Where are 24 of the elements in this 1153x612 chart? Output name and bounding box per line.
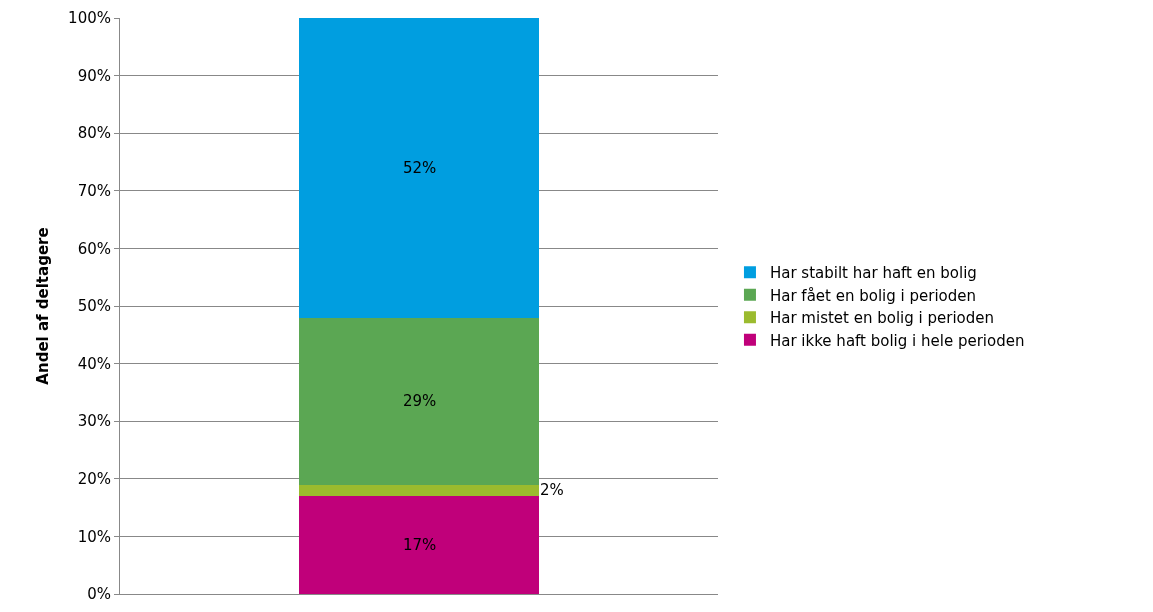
y-tick-label: 20% xyxy=(77,470,111,489)
y-axis-title: Andel af deltagere xyxy=(34,227,53,385)
y-tick-label: 80% xyxy=(77,124,111,143)
y-tick-label: 90% xyxy=(77,66,111,85)
data-label: 52% xyxy=(403,159,437,177)
y-tick-label: 40% xyxy=(77,354,111,373)
bar xyxy=(299,484,539,497)
bar xyxy=(299,18,539,318)
legend-label: Har mistet en bolig i perioden xyxy=(769,309,995,328)
legend-label: Har stabilt har haft en bolig xyxy=(769,264,977,283)
y-tick-label: 70% xyxy=(77,182,111,201)
y-tick-label: 0% xyxy=(87,585,111,604)
data-label: 17% xyxy=(403,536,437,554)
legend-label: Har fået en bolig i perioden xyxy=(769,286,977,305)
data-label: 29% xyxy=(403,392,437,410)
y-tick-label: 10% xyxy=(77,527,111,546)
data-label: 2% xyxy=(540,481,564,499)
y-tick-label: 100% xyxy=(68,9,111,28)
bar xyxy=(299,317,539,485)
legend-label: Har ikke haft bolig i hele perioden xyxy=(769,331,1025,350)
bar xyxy=(299,496,539,594)
y-tick-label: 50% xyxy=(77,297,111,316)
y-tick-label: 60% xyxy=(77,239,111,258)
y-tick-label: 30% xyxy=(77,412,111,431)
